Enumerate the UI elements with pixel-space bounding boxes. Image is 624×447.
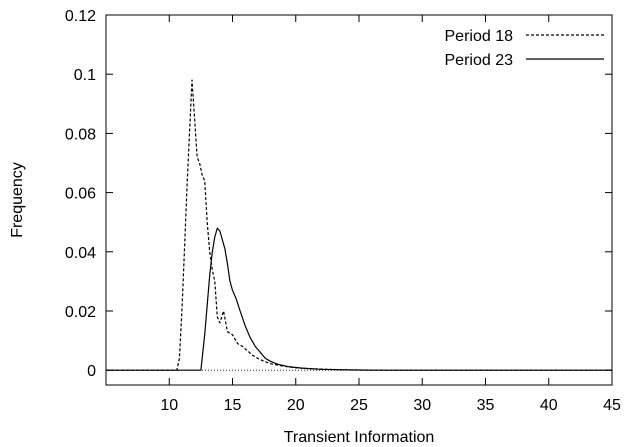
x-tick-label: 25 [350, 397, 368, 414]
y-tick-label: 0 [87, 363, 96, 380]
x-tick-label: 45 [603, 397, 621, 414]
legend-label-period-23: Period 23 [445, 52, 514, 69]
x-tick-label: 30 [413, 397, 431, 414]
legend: Period 18 Period 23 [445, 28, 604, 69]
x-tick-label: 40 [540, 397, 558, 414]
x-tick-label: 15 [224, 397, 242, 414]
plot-frame [105, 14, 613, 386]
y-tick-label: 0.1 [74, 67, 96, 84]
legend-label-period-18: Period 18 [445, 28, 514, 45]
y-tick-label: 0.06 [65, 186, 96, 203]
x-tick-label: 10 [160, 397, 178, 414]
x-tick-label: 20 [287, 397, 305, 414]
y-tick-label: 0.12 [65, 8, 96, 25]
series-line-period-18 [106, 79, 612, 371]
y-tick-label: 0.08 [65, 126, 96, 143]
x-axis-label: Transient Information [284, 429, 435, 446]
x-tick-label: 35 [477, 397, 495, 414]
series-line-period-23 [106, 227, 612, 371]
y-tick-label: 0.02 [65, 304, 96, 321]
y-tick-label: 0.04 [65, 245, 96, 262]
y-axis-label: Frequency [9, 162, 26, 238]
